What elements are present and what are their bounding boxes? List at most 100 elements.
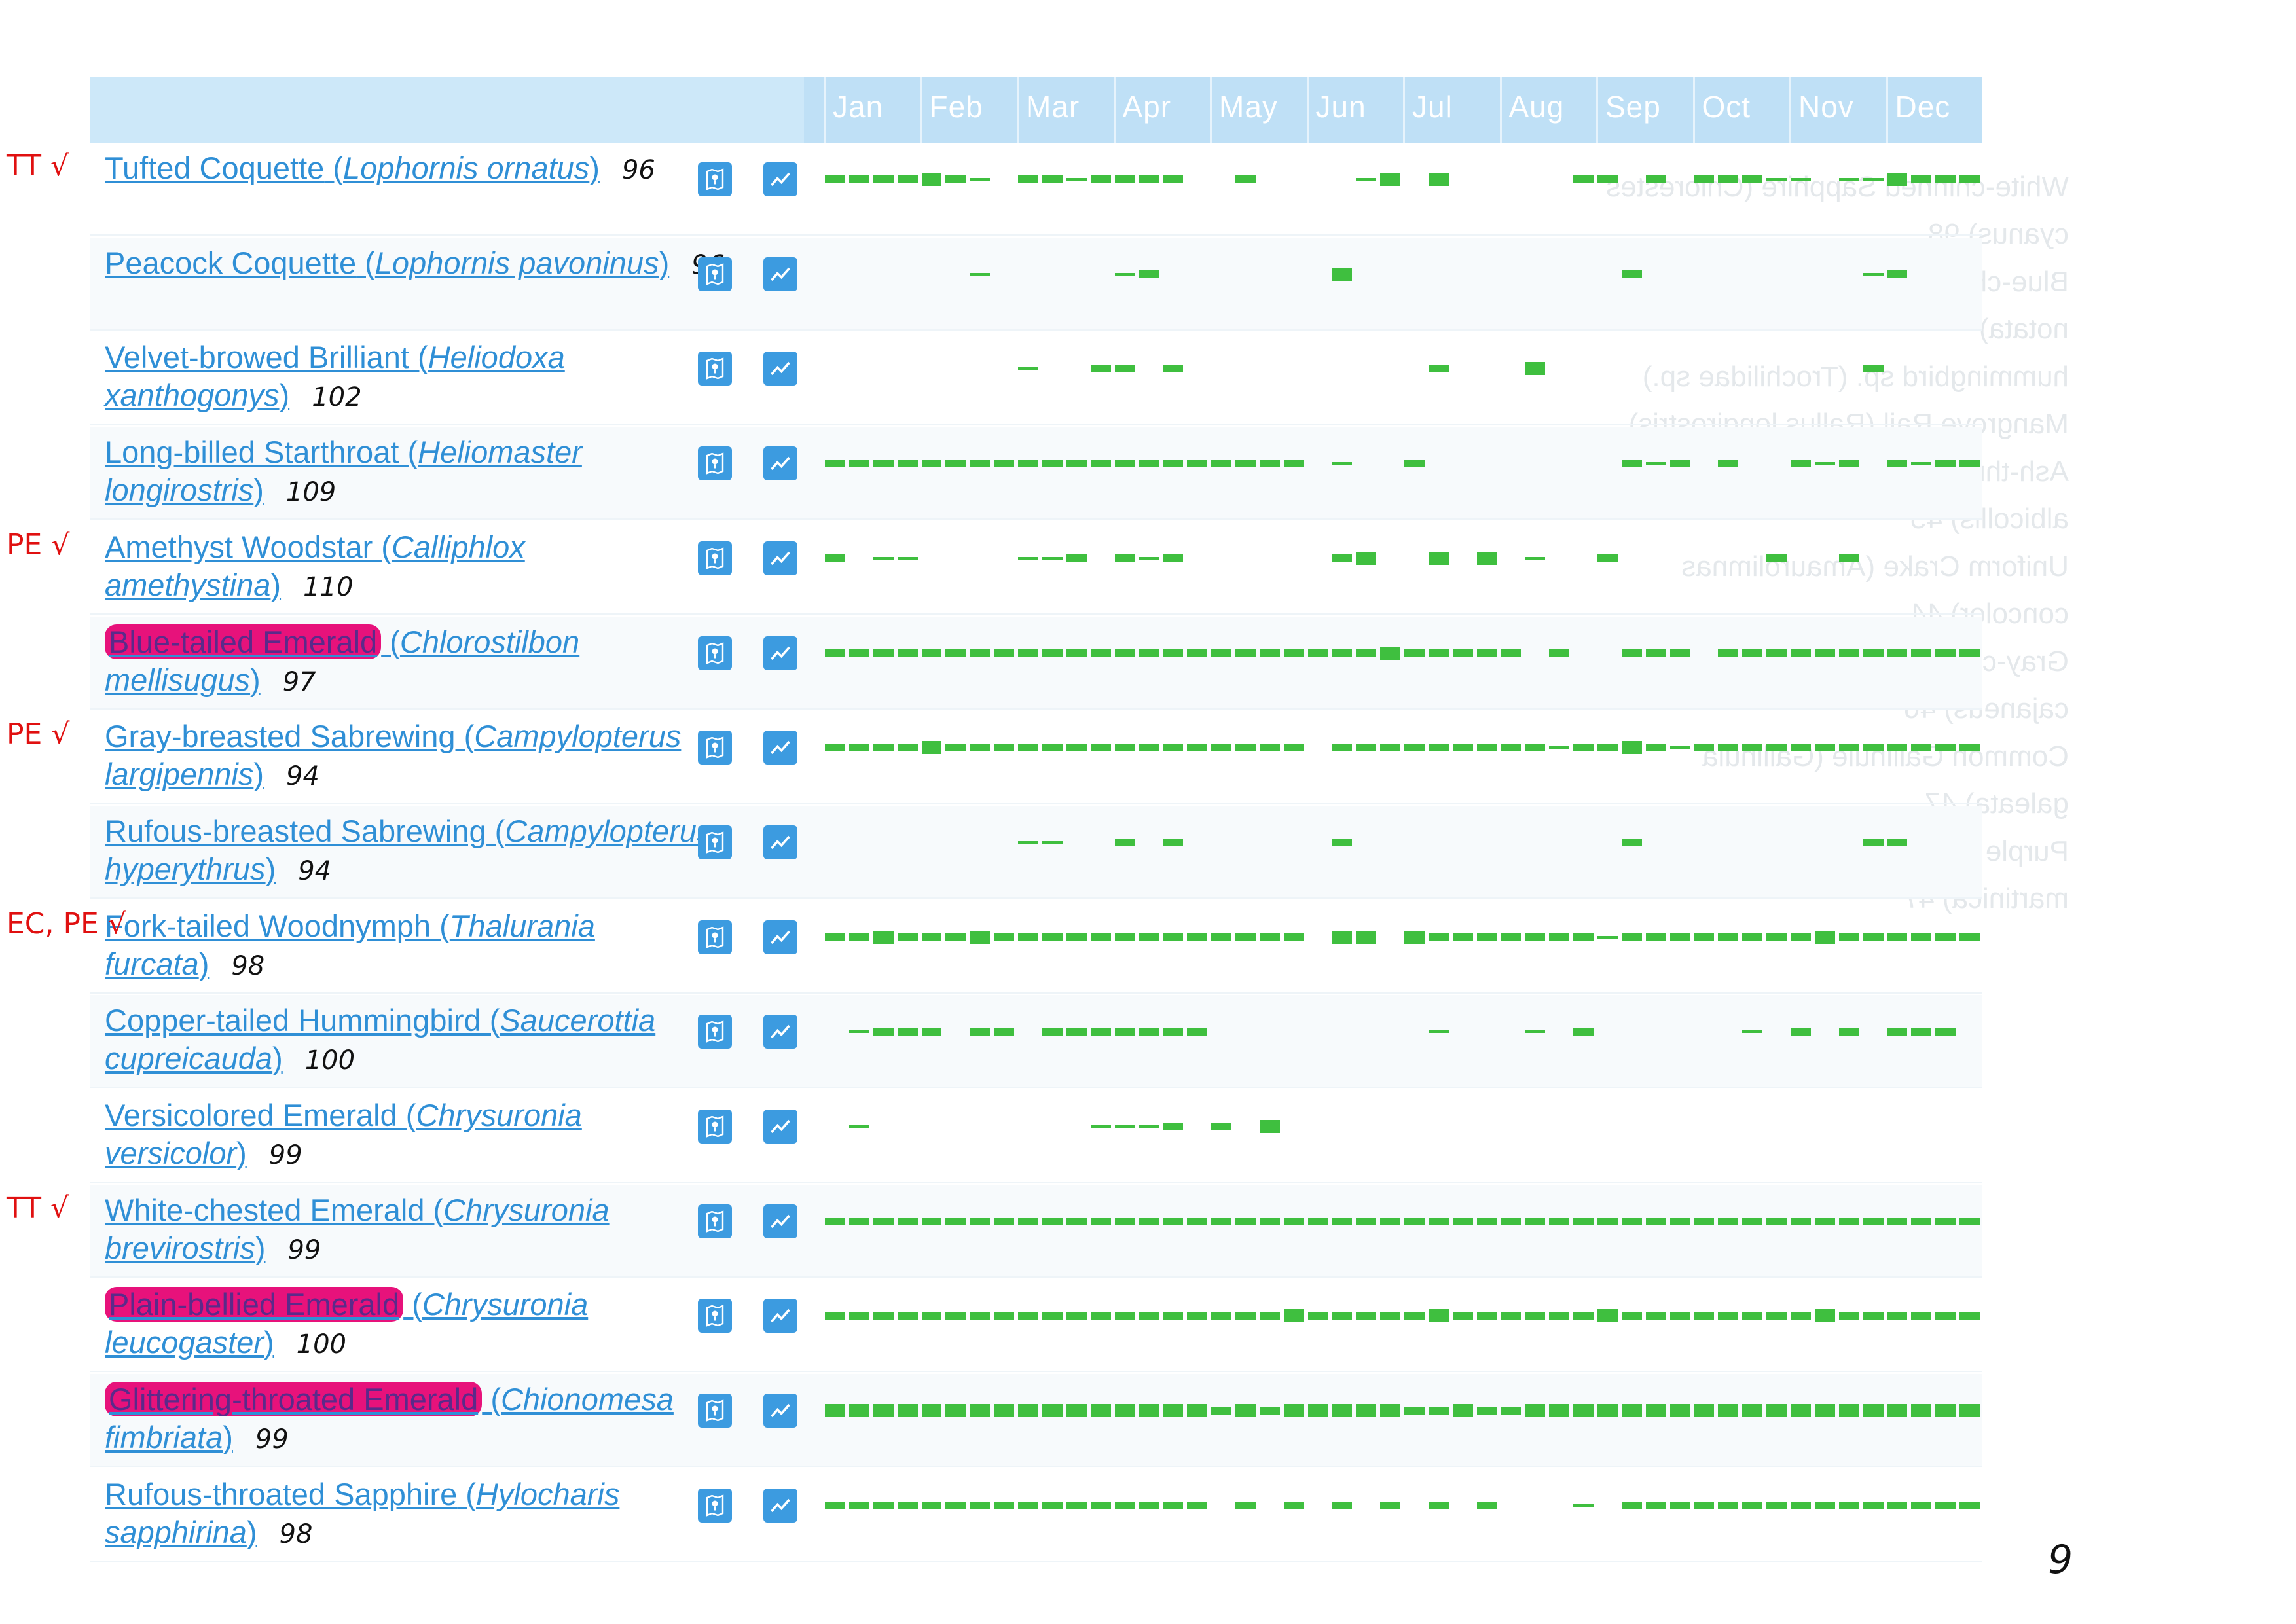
week-bar: [1380, 1404, 1400, 1418]
week-bar: [1404, 460, 1425, 468]
week-bar: [1718, 1312, 1739, 1320]
map-icon[interactable]: [698, 1488, 732, 1523]
map-icon[interactable]: [698, 1204, 732, 1238]
week-bar: [1742, 744, 1763, 752]
frequency-bars: [824, 1469, 1982, 1561]
map-icon[interactable]: [698, 162, 732, 196]
map-icon[interactable]: [698, 1110, 732, 1144]
chart-icon[interactable]: [763, 446, 797, 481]
week-bar: [1139, 1217, 1159, 1225]
week-bar: [945, 1312, 966, 1320]
species-link[interactable]: Copper-tailed Hummingbird (Saucerottia c…: [105, 1003, 656, 1076]
week-bar: [1549, 933, 1570, 941]
chart-icon[interactable]: [763, 920, 797, 954]
week-bar: [1766, 1404, 1787, 1418]
week-bar: [1090, 1312, 1111, 1320]
week-bar: [1404, 744, 1425, 752]
week-bar: [1597, 1309, 1618, 1323]
week-bar: [1114, 460, 1135, 468]
week-bar: [1597, 554, 1618, 562]
chart-icon[interactable]: [763, 1110, 797, 1144]
week-bar: [921, 1312, 942, 1320]
week-bar: [1356, 1312, 1377, 1320]
chart-icon[interactable]: [763, 1488, 797, 1523]
week-bar: [1428, 365, 1449, 373]
week-bar: [848, 1125, 869, 1128]
week-bar: [1718, 1404, 1739, 1418]
chart-icon[interactable]: [763, 825, 797, 859]
handwritten-count: 102: [312, 382, 362, 413]
species-row: Gray-breasted Sabrewing (Campylopterus l…: [90, 711, 1982, 804]
week-bar: [897, 649, 918, 657]
map-icon[interactable]: [698, 1299, 732, 1333]
common-name: Peacock Coquette: [105, 245, 357, 280]
week-bar: [1959, 649, 1980, 657]
map-icon[interactable]: [698, 446, 732, 481]
species-link[interactable]: Fork-tailed Woodnymph (Thalurania furcat…: [105, 908, 595, 981]
chart-icon[interactable]: [763, 541, 797, 575]
map-icon[interactable]: [698, 352, 732, 386]
month-label-oct: Oct: [1702, 90, 1751, 124]
map-icon[interactable]: [698, 541, 732, 575]
species-link[interactable]: Peacock Coquette (Lophornis pavoninus): [105, 245, 670, 280]
week-bar: [1090, 933, 1111, 941]
species-link[interactable]: Plain-bellied Emerald (Chrysuronia leuco…: [105, 1287, 589, 1360]
species-link[interactable]: Amethyst Woodstar (Calliphlox amethystin…: [105, 529, 525, 602]
week-bar: [1380, 1312, 1400, 1320]
chart-icon[interactable]: [763, 1204, 797, 1238]
scientific-name: Lophornis ornatus: [343, 151, 590, 185]
chart-icon[interactable]: [763, 162, 797, 196]
week-bar: [1018, 1404, 1038, 1418]
week-bar: [921, 1217, 942, 1225]
month-separator: [1306, 77, 1309, 143]
week-bar: [1718, 1217, 1739, 1225]
week-bar: [1791, 1217, 1811, 1225]
chart-icon[interactable]: [763, 1299, 797, 1333]
map-icon[interactable]: [698, 636, 732, 670]
map-icon[interactable]: [698, 920, 732, 954]
frequency-bars: [824, 617, 1982, 708]
species-link[interactable]: Versicolored Emerald (Chrysuronia versic…: [105, 1098, 582, 1170]
week-bar: [1428, 1217, 1449, 1225]
week-bar: [1887, 1501, 1908, 1509]
week-bar: [1597, 1404, 1618, 1418]
chart-icon[interactable]: [763, 636, 797, 670]
week-bar: [1066, 1501, 1087, 1509]
species-link[interactable]: Rufous-throated Sapphire (Hylocharis sap…: [105, 1476, 620, 1549]
week-bar: [1669, 1501, 1690, 1509]
week-bar: [1766, 554, 1787, 562]
chart-icon[interactable]: [763, 352, 797, 386]
week-bar: [1307, 649, 1328, 657]
species-link[interactable]: Blue-tailed Emerald (Chlorostilbon melli…: [105, 624, 580, 697]
common-name: Glittering-throated Emerald: [105, 1382, 483, 1417]
week-bar: [921, 460, 942, 468]
species-row: Fork-tailed Woodnymph (Thalurania furcat…: [90, 901, 1982, 994]
week-bar: [1114, 1217, 1135, 1225]
chart-icon[interactable]: [763, 1394, 797, 1428]
species-link[interactable]: Velvet-browed Brilliant (Heliodoxa xanth…: [105, 340, 565, 413]
common-name: Versicolored Emerald: [105, 1098, 397, 1132]
week-bar: [1814, 1501, 1835, 1509]
chart-icon[interactable]: [763, 257, 797, 291]
week-bar: [1935, 933, 1956, 941]
week-bar: [873, 1404, 894, 1418]
map-icon[interactable]: [698, 257, 732, 291]
week-bar: [1042, 1404, 1063, 1418]
chart-icon[interactable]: [763, 1015, 797, 1049]
map-icon[interactable]: [698, 731, 732, 765]
map-icon[interactable]: [698, 1015, 732, 1049]
map-icon[interactable]: [698, 1394, 732, 1428]
species-link[interactable]: Glittering-throated Emerald (Chionomesa …: [105, 1382, 674, 1455]
week-bar: [873, 744, 894, 752]
species-link[interactable]: Gray-breasted Sabrewing (Campylopterus l…: [105, 719, 682, 792]
species-link[interactable]: Rufous-breasted Sabrewing (Campylopterus…: [105, 813, 712, 886]
map-icon[interactable]: [698, 825, 732, 859]
species-link[interactable]: Long-billed Starthroat (Heliomaster long…: [105, 435, 582, 508]
week-bar: [897, 460, 918, 468]
week-bar: [1018, 1312, 1038, 1320]
species-link[interactable]: Tufted Coquette (Lophornis ornatus): [105, 151, 600, 185]
week-bar: [1814, 649, 1835, 657]
species-link[interactable]: White-chested Emerald (Chrysuronia brevi…: [105, 1192, 610, 1265]
chart-icon[interactable]: [763, 731, 797, 765]
week-bar: [1042, 175, 1063, 183]
